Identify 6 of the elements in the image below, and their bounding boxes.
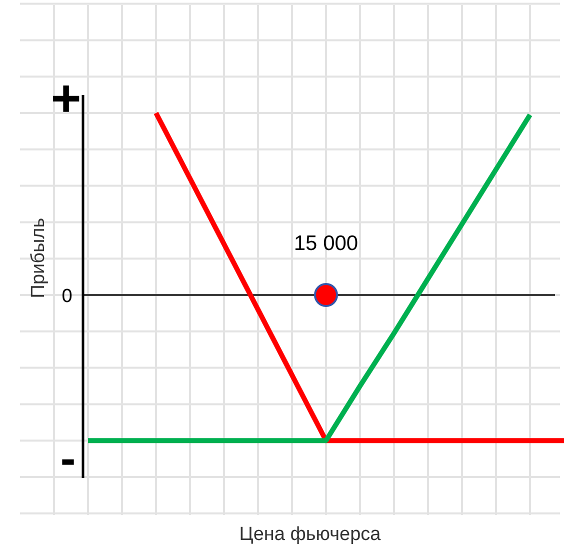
- text: +: [50, 70, 82, 128]
- x-axis-title: Цена фьючерса: [239, 524, 382, 545]
- text: -: [60, 432, 76, 484]
- text: 0: [62, 286, 72, 307]
- annotation: 15 000: [294, 232, 358, 255]
- y-axis-title: Прибыль: [28, 218, 49, 298]
